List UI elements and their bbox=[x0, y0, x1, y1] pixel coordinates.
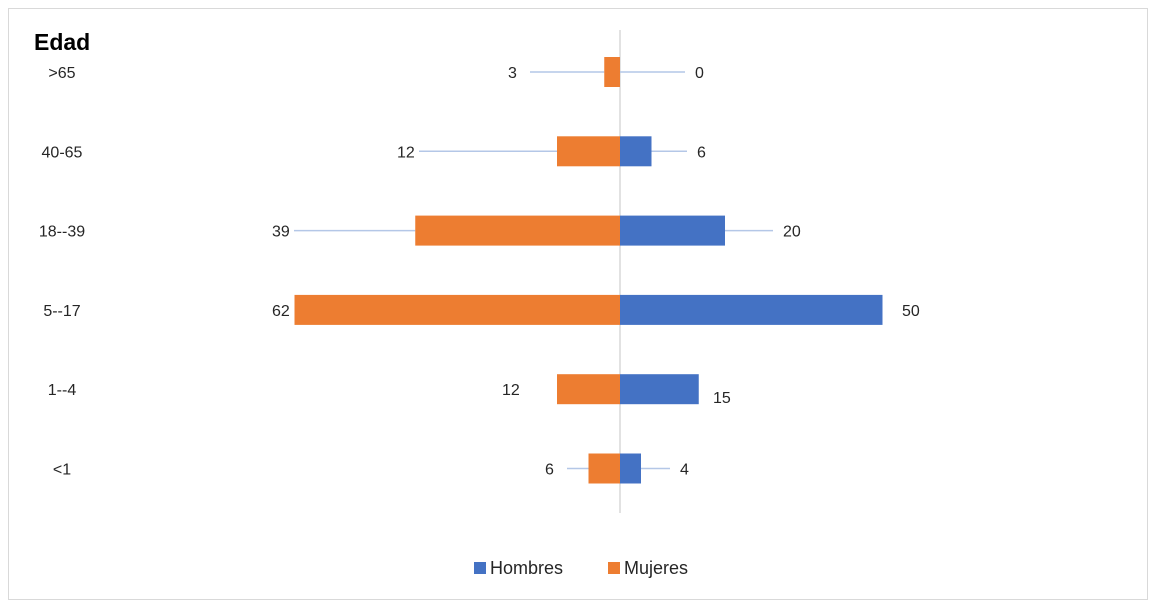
hombres-value-label-5: 4 bbox=[680, 462, 689, 479]
legend-swatch-mujeres bbox=[608, 562, 620, 574]
hombres-bar-2 bbox=[620, 215, 725, 246]
category-label-2: 18--39 bbox=[39, 224, 85, 241]
mujeres-value-label-5: 6 bbox=[545, 462, 554, 479]
mujeres-bar-1 bbox=[557, 136, 620, 167]
mujeres-value-label-1: 12 bbox=[397, 144, 415, 161]
hombres-value-label-3: 50 bbox=[902, 303, 920, 320]
mujeres-bar-3 bbox=[294, 294, 620, 325]
hombres-value-label-0: 0 bbox=[695, 65, 704, 82]
mujeres-bar-0 bbox=[604, 57, 620, 87]
mujeres-bar-5 bbox=[588, 453, 620, 484]
hombres-bar-4 bbox=[620, 374, 699, 405]
mujeres-value-label-3: 62 bbox=[272, 303, 290, 320]
y-axis-title: Edad bbox=[34, 29, 90, 55]
category-label-3: 5--17 bbox=[43, 303, 80, 320]
mujeres-value-label-0: 3 bbox=[508, 65, 517, 82]
legend-label-hombres: Hombres bbox=[490, 558, 563, 578]
mujeres-value-label-2: 39 bbox=[272, 224, 290, 241]
mujeres-value-label-4: 12 bbox=[502, 382, 520, 399]
hombres-bar-1 bbox=[620, 136, 652, 167]
category-label-4: 1--4 bbox=[48, 382, 77, 399]
category-label-0: >65 bbox=[48, 65, 75, 82]
legend-label-mujeres: Mujeres bbox=[624, 558, 688, 578]
mujeres-bar-2 bbox=[415, 215, 620, 246]
hombres-bar-5 bbox=[620, 453, 641, 484]
category-label-1: 40-65 bbox=[42, 144, 83, 161]
legend-swatch-hombres bbox=[474, 562, 486, 574]
hombres-value-label-2: 20 bbox=[783, 224, 801, 241]
hombres-value-label-1: 6 bbox=[697, 144, 706, 161]
category-label-5: <1 bbox=[53, 462, 71, 479]
mujeres-bar-4 bbox=[557, 374, 620, 405]
hombres-bar-3 bbox=[620, 294, 883, 325]
hombres-value-label-4: 15 bbox=[713, 390, 731, 407]
